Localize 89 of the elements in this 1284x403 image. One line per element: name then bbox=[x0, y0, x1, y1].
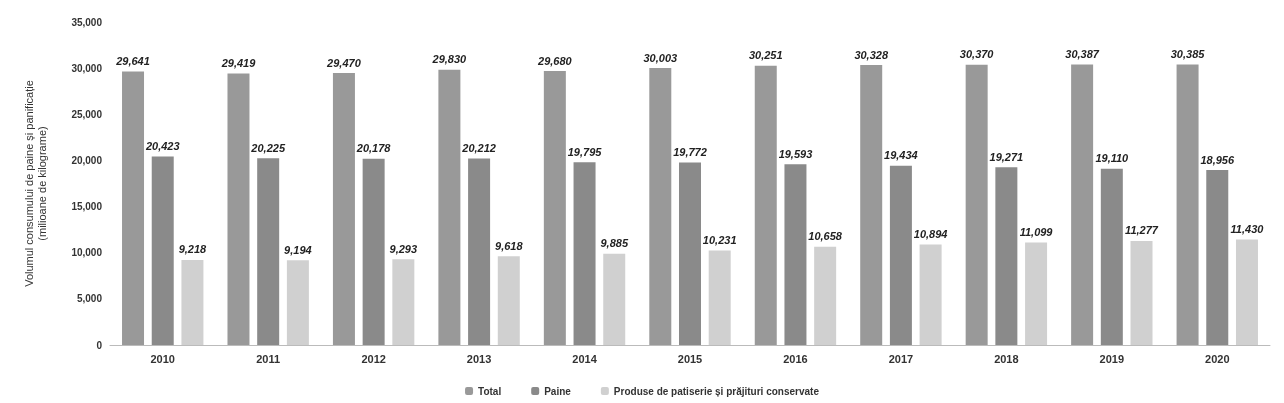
bar bbox=[965, 64, 988, 345]
data-label: 9,218 bbox=[178, 243, 208, 256]
data-label: 10,658 bbox=[808, 230, 843, 243]
bar bbox=[1176, 64, 1199, 345]
y-tick-label: 15,000 bbox=[71, 201, 103, 213]
legend-label: Total bbox=[478, 385, 502, 397]
x-tick-label: 2016 bbox=[783, 352, 808, 365]
bar bbox=[1206, 170, 1229, 345]
bar bbox=[708, 250, 731, 345]
data-label: 9,194 bbox=[284, 243, 312, 256]
data-label: 30,328 bbox=[854, 48, 889, 61]
x-tick-label: 2018 bbox=[994, 352, 1019, 365]
bar bbox=[362, 158, 385, 345]
bar bbox=[392, 259, 415, 345]
data-label: 19,795 bbox=[567, 145, 603, 158]
bar bbox=[468, 158, 491, 345]
data-label: 19,593 bbox=[778, 147, 813, 160]
x-tick-label: 2013 bbox=[466, 352, 492, 365]
bar bbox=[497, 256, 520, 345]
data-label: 30,370 bbox=[959, 48, 995, 61]
data-label: 19,772 bbox=[673, 146, 707, 159]
data-label: 11,430 bbox=[1230, 223, 1265, 236]
data-label: 11,099 bbox=[1019, 226, 1054, 239]
x-tick-label: 2010 bbox=[150, 352, 175, 365]
x-tick-label: 2019 bbox=[1099, 352, 1125, 365]
data-label: 20,225 bbox=[250, 141, 286, 154]
data-label: 9,293 bbox=[389, 242, 418, 255]
data-label: 11,277 bbox=[1125, 224, 1159, 237]
data-label: 18,956 bbox=[1200, 153, 1235, 166]
bar bbox=[1100, 168, 1123, 345]
data-label: 29,830 bbox=[431, 53, 468, 66]
data-label: 30,251 bbox=[748, 49, 783, 62]
bar bbox=[543, 71, 566, 345]
bar bbox=[573, 162, 596, 345]
x-tick-label: 2014 bbox=[572, 352, 598, 365]
y-axis-title: Volumul consumului de paine și panificație (milioane de kilograme) bbox=[22, 80, 48, 287]
bar bbox=[332, 73, 355, 345]
data-label: 19,110 bbox=[1095, 152, 1130, 165]
y-tick-label: 20,000 bbox=[71, 154, 103, 166]
data-label: 29,470 bbox=[326, 56, 362, 69]
bar bbox=[784, 164, 807, 345]
bar bbox=[995, 167, 1018, 345]
bar bbox=[227, 73, 250, 345]
bar bbox=[814, 246, 837, 345]
y-tick-label: 25,000 bbox=[71, 108, 103, 120]
legend-label: Produse de patiserie și prăjituri conservate bbox=[613, 385, 820, 397]
data-label: 9,885 bbox=[600, 237, 629, 250]
x-tick-label: 2011 bbox=[256, 352, 281, 365]
data-label: 20,423 bbox=[144, 140, 180, 153]
bar bbox=[151, 156, 174, 345]
bar bbox=[860, 65, 883, 345]
y-tick-label: 5,000 bbox=[76, 293, 103, 305]
bar bbox=[181, 259, 204, 345]
data-label: 30,387 bbox=[1065, 48, 1100, 61]
y-tick-label: 0 bbox=[96, 339, 103, 351]
y-tick-label: 10,000 bbox=[71, 247, 103, 259]
data-label: 29,419 bbox=[220, 57, 257, 69]
data-label: 29,641 bbox=[115, 54, 150, 67]
bar bbox=[1235, 239, 1258, 345]
x-tick-label: 2020 bbox=[1205, 352, 1230, 365]
data-label: 20,178 bbox=[355, 142, 392, 155]
data-label: 29,680 bbox=[537, 54, 573, 67]
y-tick-label: 30,000 bbox=[71, 62, 103, 74]
bar bbox=[603, 253, 626, 345]
bar bbox=[919, 244, 942, 345]
data-label: 30,003 bbox=[643, 51, 678, 64]
data-label: 10,231 bbox=[702, 234, 737, 247]
x-tick-label: 2012 bbox=[361, 352, 386, 365]
data-label: 19,271 bbox=[989, 150, 1024, 163]
x-tick-label: 2015 bbox=[677, 352, 703, 365]
bar bbox=[122, 71, 145, 345]
data-label: 19,434 bbox=[884, 149, 918, 162]
bar bbox=[1130, 240, 1153, 345]
data-label: 9,618 bbox=[495, 239, 524, 252]
bar bbox=[438, 69, 461, 345]
y-tick-label: 35,000 bbox=[71, 16, 103, 28]
bar bbox=[889, 165, 912, 345]
bar bbox=[286, 260, 309, 345]
legend-label: Paine bbox=[544, 385, 572, 397]
bar bbox=[257, 158, 280, 345]
bar bbox=[1025, 242, 1048, 345]
bar bbox=[649, 68, 672, 345]
x-tick-label: 2017 bbox=[888, 352, 914, 365]
bar bbox=[679, 162, 701, 345]
data-label: 30,385 bbox=[1170, 48, 1206, 61]
bar bbox=[754, 65, 777, 345]
data-label: 20,212 bbox=[461, 141, 496, 154]
data-label: 10,894 bbox=[913, 227, 948, 240]
bar bbox=[1071, 64, 1094, 345]
